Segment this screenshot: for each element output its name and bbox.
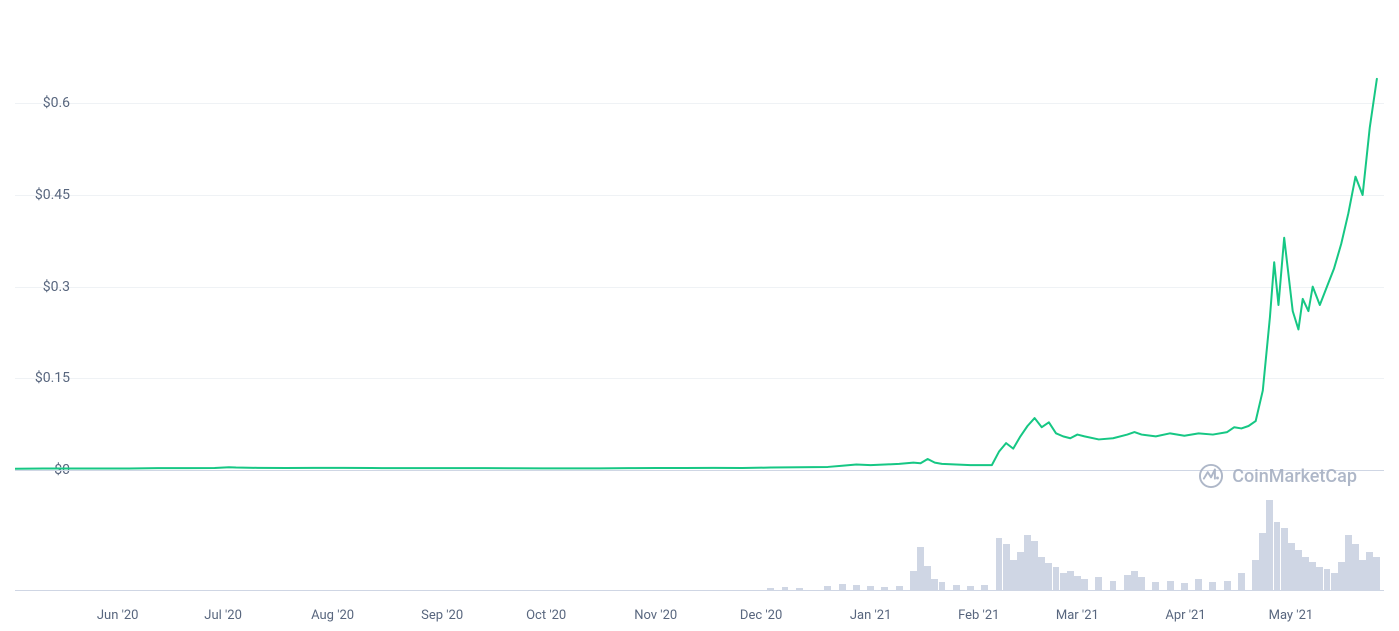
volume-bar bbox=[917, 547, 924, 590]
volume-bar bbox=[1110, 581, 1117, 591]
x-tick-label: Jan '21 bbox=[850, 608, 892, 623]
volume-bar bbox=[1017, 552, 1024, 590]
volume-bar bbox=[1081, 579, 1088, 590]
volume-bar bbox=[1095, 577, 1102, 590]
volume-bar bbox=[924, 566, 931, 590]
volume-bar bbox=[1316, 567, 1323, 590]
volume-bar bbox=[1038, 557, 1045, 590]
coinmarketcap-icon bbox=[1198, 463, 1224, 489]
volume-bar bbox=[1281, 528, 1288, 590]
volume-bar bbox=[1274, 522, 1281, 590]
volume-bar bbox=[1031, 541, 1038, 590]
x-tick-label: Dec '20 bbox=[740, 608, 782, 623]
x-tick-label: Jul '20 bbox=[204, 608, 242, 623]
volume-bar bbox=[1131, 571, 1138, 590]
volume-bar bbox=[1003, 544, 1010, 590]
volume-bar bbox=[1045, 563, 1052, 590]
volume-bar bbox=[1266, 500, 1273, 590]
volume-bar bbox=[1074, 576, 1081, 590]
price-line-svg bbox=[15, 30, 1384, 470]
volume-bar bbox=[1195, 579, 1202, 590]
volume-bar bbox=[1138, 577, 1145, 590]
volume-bar bbox=[1345, 535, 1352, 590]
volume-bar bbox=[1309, 562, 1316, 591]
price-path bbox=[15, 79, 1377, 469]
volume-bar bbox=[1338, 562, 1345, 591]
x-tick-label: Aug '20 bbox=[311, 608, 354, 623]
volume-bar bbox=[931, 579, 938, 590]
volume-bar bbox=[1331, 573, 1338, 590]
volume-bar bbox=[910, 571, 917, 590]
volume-bar bbox=[1238, 573, 1245, 590]
volume-bar bbox=[1324, 569, 1331, 590]
volume-bar bbox=[1024, 535, 1031, 590]
volume-bar bbox=[1252, 560, 1259, 590]
x-tick-label: Mar '21 bbox=[1056, 608, 1099, 623]
x-tick-label: Sep '20 bbox=[421, 608, 463, 623]
volume-bar bbox=[1373, 557, 1380, 590]
volume-bar bbox=[1209, 582, 1216, 590]
price-baseline bbox=[15, 470, 1384, 471]
volume-bar bbox=[1359, 560, 1366, 590]
watermark-text: CoinMarketCap bbox=[1232, 466, 1357, 487]
volume-bar bbox=[1053, 567, 1060, 590]
volume-bar bbox=[996, 538, 1003, 590]
volume-bar bbox=[1067, 571, 1074, 590]
volume-bar bbox=[1167, 581, 1174, 591]
volume-bar bbox=[939, 582, 946, 590]
volume-bar bbox=[1152, 582, 1159, 590]
volume-bar bbox=[1366, 552, 1373, 590]
volume-bar bbox=[1288, 543, 1295, 591]
volume-bar bbox=[1352, 544, 1359, 590]
x-tick-label: Oct '20 bbox=[526, 608, 566, 623]
x-tick-label: Nov '20 bbox=[634, 608, 677, 623]
volume-bar bbox=[1010, 560, 1017, 590]
volume-bar bbox=[1259, 533, 1266, 590]
plot-area bbox=[15, 30, 1384, 470]
volume-bar bbox=[1295, 550, 1302, 590]
x-tick-label: Feb '21 bbox=[958, 608, 999, 623]
x-tick-label: May '21 bbox=[1269, 608, 1314, 623]
volume-area bbox=[15, 495, 1384, 590]
volume-bar bbox=[1124, 575, 1131, 590]
volume-bar bbox=[1224, 581, 1231, 591]
watermark: CoinMarketCap bbox=[1198, 463, 1357, 489]
volume-bar bbox=[1302, 557, 1309, 590]
x-tick-label: Jun '20 bbox=[97, 608, 139, 623]
price-chart: $0$0.15$0.3$0.45$0.6 Jun '20Jul '20Aug '… bbox=[0, 0, 1399, 631]
volume-bar bbox=[1181, 583, 1188, 590]
volume-baseline bbox=[15, 590, 1384, 591]
x-tick-label: Apr '21 bbox=[1165, 608, 1205, 623]
volume-bar bbox=[1060, 573, 1067, 590]
